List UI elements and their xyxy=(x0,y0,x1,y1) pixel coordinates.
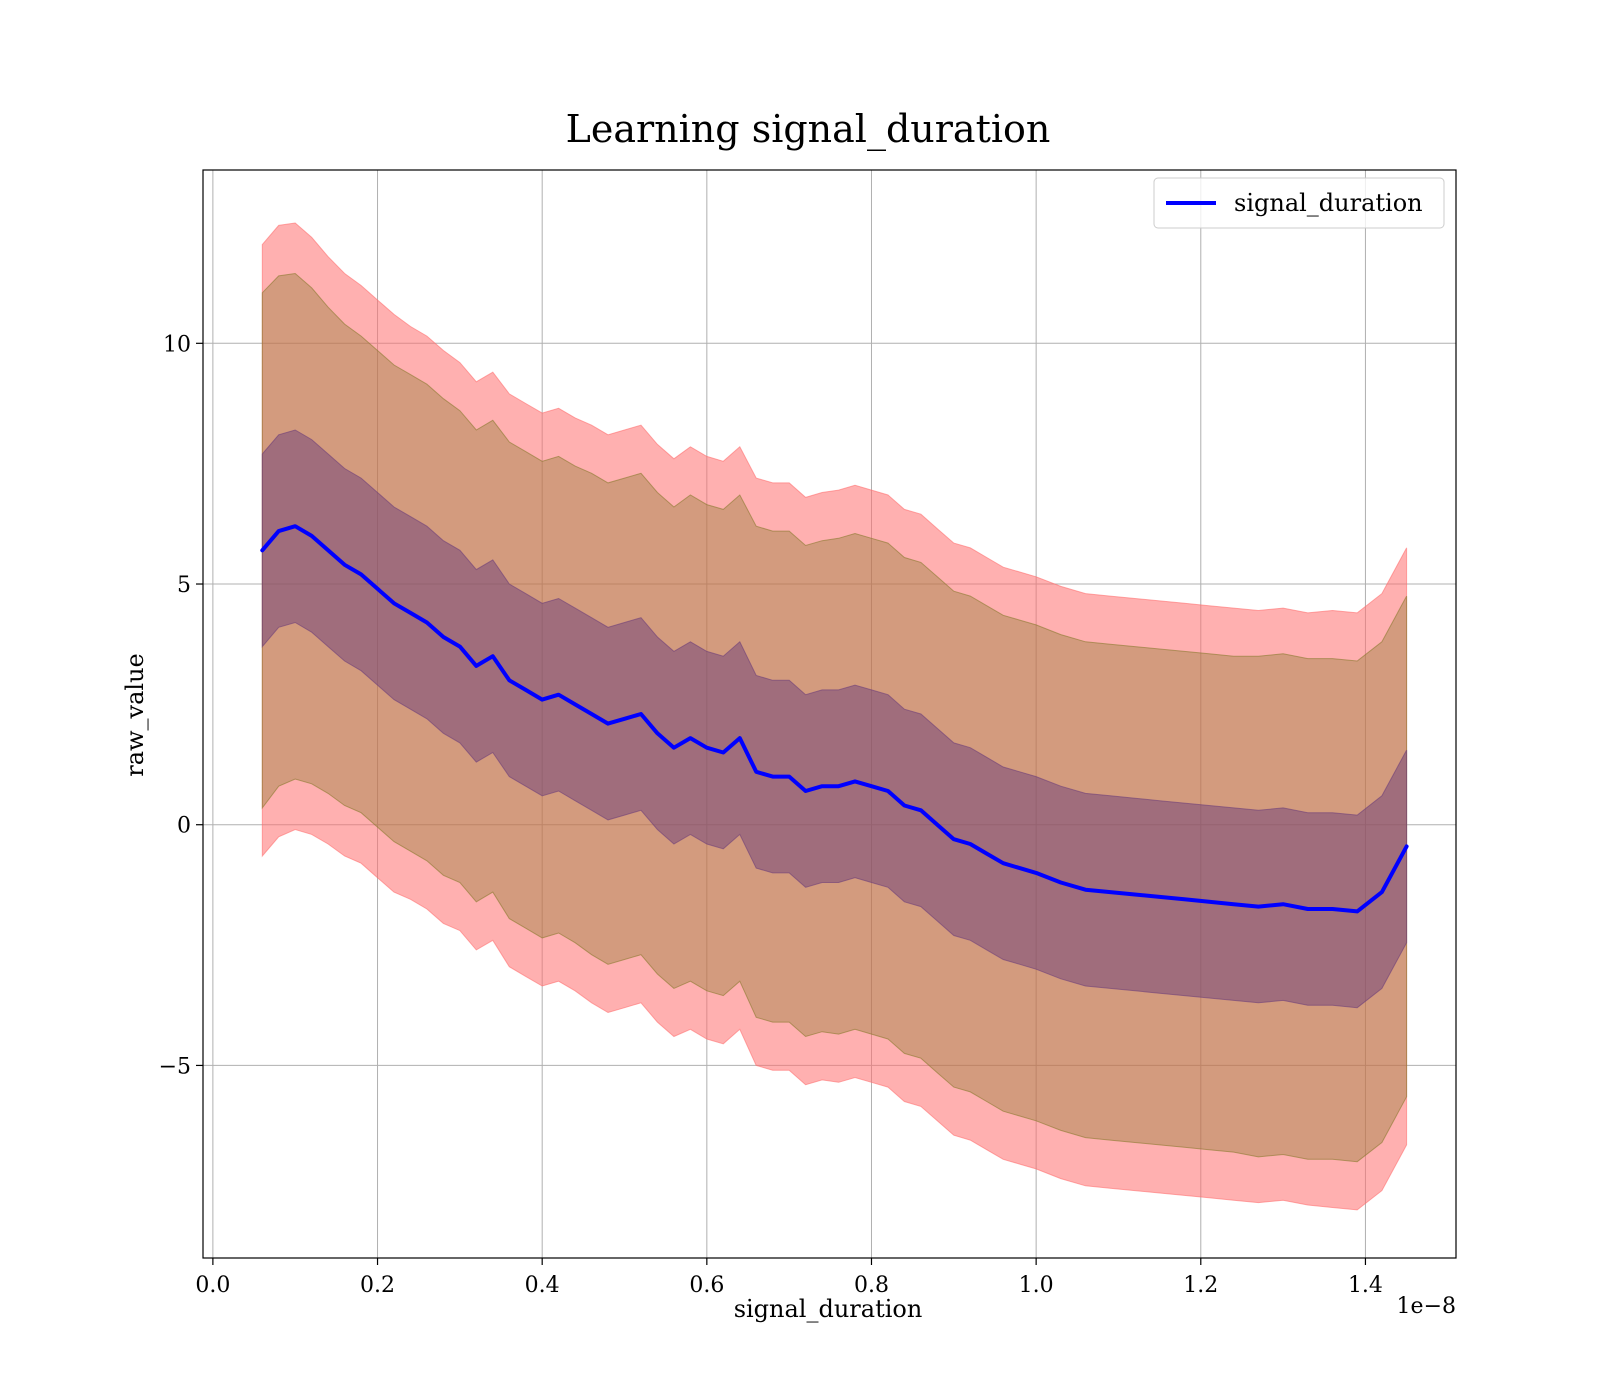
y-axis: −5 0 5 10 xyxy=(159,332,203,1079)
y-tick-label: −5 xyxy=(159,1054,191,1079)
plot-frame xyxy=(202,169,1457,1259)
y-tick-label: 0 xyxy=(177,814,191,839)
uncertainty-band xyxy=(261,429,1408,1009)
chart-title: Learning signal_duration xyxy=(566,107,1051,152)
series-lines xyxy=(260,524,1409,914)
legend: signal_duration xyxy=(1153,177,1445,229)
x-axis-offset-label: 1e−8 xyxy=(1397,1294,1456,1319)
x-tick-label: 1.2 xyxy=(1183,1273,1218,1298)
legend-entry-label: signal_duration xyxy=(1234,189,1423,217)
legend-box xyxy=(1153,177,1445,229)
x-tick-label: 0.4 xyxy=(525,1273,560,1298)
y-axis-label: raw_value xyxy=(121,653,149,777)
y-tick-label: 5 xyxy=(177,573,191,598)
x-axis-label: signal_duration xyxy=(734,1295,923,1323)
y-tick-label: 10 xyxy=(163,332,191,357)
x-tick-label: 0.0 xyxy=(195,1273,230,1298)
x-tick-label: 0.6 xyxy=(689,1273,724,1298)
x-tick-label: 1.0 xyxy=(1019,1273,1054,1298)
plot-area xyxy=(202,169,1457,1259)
x-tick-label: 0.2 xyxy=(360,1273,395,1298)
series-line-signal-duration xyxy=(260,524,1409,914)
x-tick-label: 1.4 xyxy=(1348,1273,1383,1298)
x-axis: 0.0 0.2 0.4 0.6 0.8 1.0 1.2 1.4 xyxy=(195,1258,1383,1298)
uncertainty-bands xyxy=(261,222,1408,1211)
x-tick-label: 0.8 xyxy=(854,1273,889,1298)
